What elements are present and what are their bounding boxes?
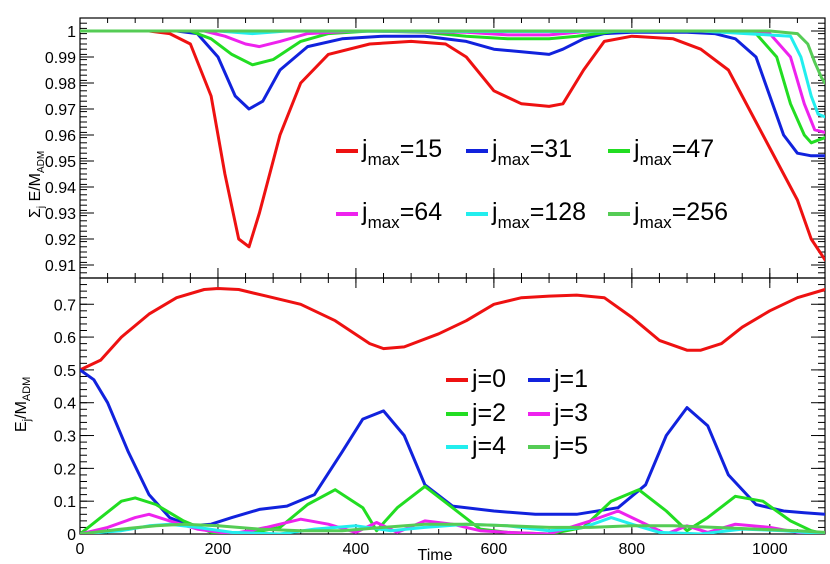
- y-tick-label: 0.94: [45, 180, 76, 197]
- y-tick-label: 0.2: [54, 461, 76, 478]
- legend-label-main: j: [361, 198, 368, 226]
- series-line-j-0: [80, 287, 825, 372]
- top-plot-series: [80, 29, 825, 262]
- x-tick-label: 1000: [752, 541, 788, 558]
- series-line-jmax-47: [80, 29, 825, 145]
- legend-label-tail: =31: [530, 135, 572, 163]
- series-line-jmax-256: [80, 29, 825, 85]
- y-tick-label: 0.95: [45, 154, 76, 171]
- y-tick-label: 0.91: [45, 258, 76, 275]
- y-tick-label: 0.99: [45, 50, 76, 67]
- series-line-j-4: [80, 516, 825, 534]
- legend-label-main: j: [491, 198, 498, 226]
- y-tick-label: 0.6: [54, 330, 76, 347]
- bottom-y-axis-label-tail: /M: [13, 401, 30, 419]
- legend-label: j=0: [471, 365, 506, 393]
- bottom-y-axis-label: Ej/MADM: [13, 377, 33, 432]
- legend-label: j=5: [553, 432, 588, 460]
- legend-label: jmax=64: [361, 198, 442, 232]
- legend-label-tail: =128: [530, 198, 586, 226]
- bottom-y-axis-label-main: E: [13, 421, 30, 432]
- legend-label-sub: max: [368, 150, 401, 169]
- top-y-axis: 1 0.99 0.98 0.97 0.96 0.95 0.94 0.93 0.92 0.91: [45, 17, 826, 279]
- x-tick-label: 800: [619, 541, 646, 558]
- legend-label: jmax=15: [361, 135, 442, 169]
- legend-label-sub: max: [498, 150, 531, 169]
- bottom-y-axis-label-tail-sub: ADM: [21, 377, 33, 401]
- legend-label-tail: =47: [672, 135, 714, 163]
- legend-label-sub: max: [368, 213, 401, 232]
- y-tick-label: 0.92: [45, 232, 76, 249]
- series-line-j-2: [80, 484, 825, 534]
- legend-label: jmax=47: [633, 135, 714, 169]
- legend-label-tail: =256: [672, 198, 728, 226]
- legend-label: jmax=256: [633, 198, 728, 232]
- bottom-y-axis-label-main-sub: j: [21, 419, 33, 422]
- series-line-jmax-64: [80, 29, 825, 134]
- legend-label-sub: max: [498, 213, 531, 232]
- x-tick-label: 0: [76, 541, 85, 558]
- y-tick-label: 0.98: [45, 76, 76, 93]
- top-y-axis-label-main-sub: ADM: [36, 151, 47, 173]
- y-tick-label: 0.96: [45, 128, 76, 145]
- legend-label: j=3: [553, 399, 588, 427]
- top-y-axis-label: Σj E/MADM: [27, 151, 47, 218]
- x-axis-label: Time: [418, 547, 453, 564]
- y-tick-label: 0.3: [54, 429, 76, 446]
- y-tick-label: 0.1: [54, 494, 76, 511]
- y-tick-label: 0.7: [54, 297, 76, 314]
- top-y-axis-label-sigma: Σ: [27, 208, 44, 218]
- legend-label: j=2: [471, 399, 506, 427]
- bottom-axes: 0 0.1 0.2 0.3 0.4 0.5 0.6 0.7 0 200 400 600 800 1000: [54, 277, 826, 558]
- legend-label-main: j: [633, 135, 640, 163]
- x-tick-label: 400: [343, 541, 370, 558]
- x-tick-label: 600: [481, 541, 508, 558]
- legend-label-main: j: [491, 135, 498, 163]
- legend-label-main: j: [633, 198, 640, 226]
- legend-label-tail: =15: [400, 135, 442, 163]
- y-tick-label: 0: [67, 527, 76, 544]
- legend-label: j=1: [553, 365, 588, 393]
- series-line-jmax-31: [80, 29, 825, 158]
- legend-label-sub: max: [640, 150, 673, 169]
- legend-label-tail: =64: [400, 198, 443, 226]
- series-line-j-1: [80, 368, 825, 528]
- legend-label-sub: max: [640, 213, 673, 232]
- top-y-axis-label-main: E/M: [27, 173, 44, 206]
- top-y-axis-label-sigma-sub: j: [36, 206, 47, 209]
- series-line-jmax-15: [80, 29, 825, 262]
- legend-label: jmax=128: [491, 198, 586, 232]
- y-tick-label: 0.93: [45, 206, 76, 223]
- bottom-legend: j=0 j=1 j=2 j=3 j=4 j=5: [446, 365, 588, 460]
- bottom-plot-frame: [79, 277, 826, 535]
- legend-label: j=4: [471, 432, 506, 460]
- y-tick-label: 0.5: [54, 363, 76, 380]
- series-line-j-5: [80, 522, 825, 534]
- bottom-plot-series: [80, 287, 825, 534]
- legend-label: jmax=31: [491, 135, 572, 169]
- legend-label-main: j: [361, 135, 368, 163]
- y-tick-label: 1: [67, 24, 76, 41]
- y-tick-label: 0.97: [45, 102, 76, 119]
- y-tick-label: 0.4: [54, 396, 76, 413]
- x-tick-label: 200: [205, 541, 232, 558]
